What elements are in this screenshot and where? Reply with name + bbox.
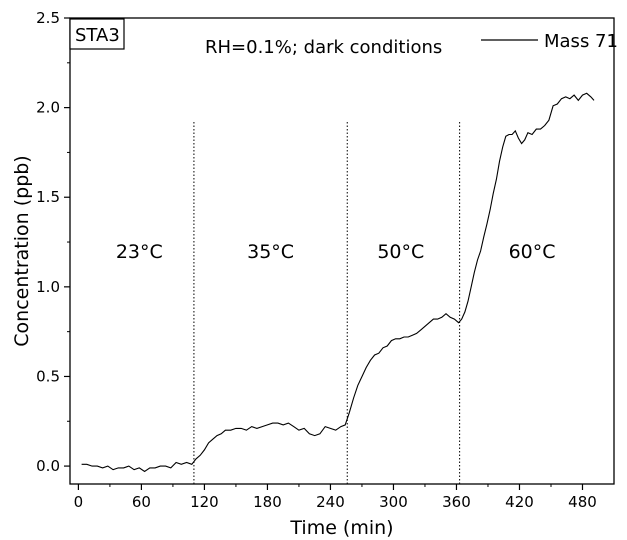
x-tick-label: 420 <box>505 493 534 511</box>
x-tick-label: 300 <box>379 493 408 511</box>
legend-label-mass-71: Mass 71 <box>544 31 618 52</box>
y-tick-label: 2.5 <box>36 9 60 27</box>
plot-frame <box>69 17 615 485</box>
condition-annotation: RH=0.1%; dark conditions <box>205 37 442 58</box>
x-tick-label: 480 <box>568 493 597 511</box>
legend: Mass 71 <box>481 31 618 52</box>
panel-label-box <box>69 18 125 50</box>
y-axis-ticks: 0.0 0.5 1.0 1.5 2.0 2.5 <box>36 9 70 475</box>
series-layer <box>81 92 595 473</box>
region-label: 50°C <box>377 241 424 263</box>
x-tick-label: 360 <box>442 493 471 511</box>
x-tick-label: 180 <box>253 493 282 511</box>
x-tick-label: 60 <box>132 493 151 511</box>
x-axis-ticks: 0 60 120 180 240 300 360 420 480 <box>74 484 597 511</box>
panel-label: STA3 <box>75 25 120 46</box>
region-label: 60°C <box>509 241 556 263</box>
y-tick-label: 0.5 <box>36 367 60 385</box>
x-axis-title: Time (min) <box>289 517 393 539</box>
y-tick-label: 1.0 <box>36 278 60 296</box>
x-tick-label: 0 <box>74 493 84 511</box>
temperature-region-labels: 23°C 35°C 50°C 60°C <box>116 241 556 263</box>
y-tick-label: 2.0 <box>36 99 60 117</box>
x-tick-label: 240 <box>316 493 345 511</box>
y-tick-label: 1.5 <box>36 188 60 206</box>
x-tick-label: 120 <box>190 493 219 511</box>
series-line-mass-71 <box>81 92 595 473</box>
region-label: 23°C <box>116 241 163 263</box>
region-label: 35°C <box>247 241 294 263</box>
y-axis-title: Concentration (ppb) <box>11 155 33 346</box>
vertical-divider-lines <box>193 122 461 484</box>
y-tick-label: 0.0 <box>36 457 60 475</box>
